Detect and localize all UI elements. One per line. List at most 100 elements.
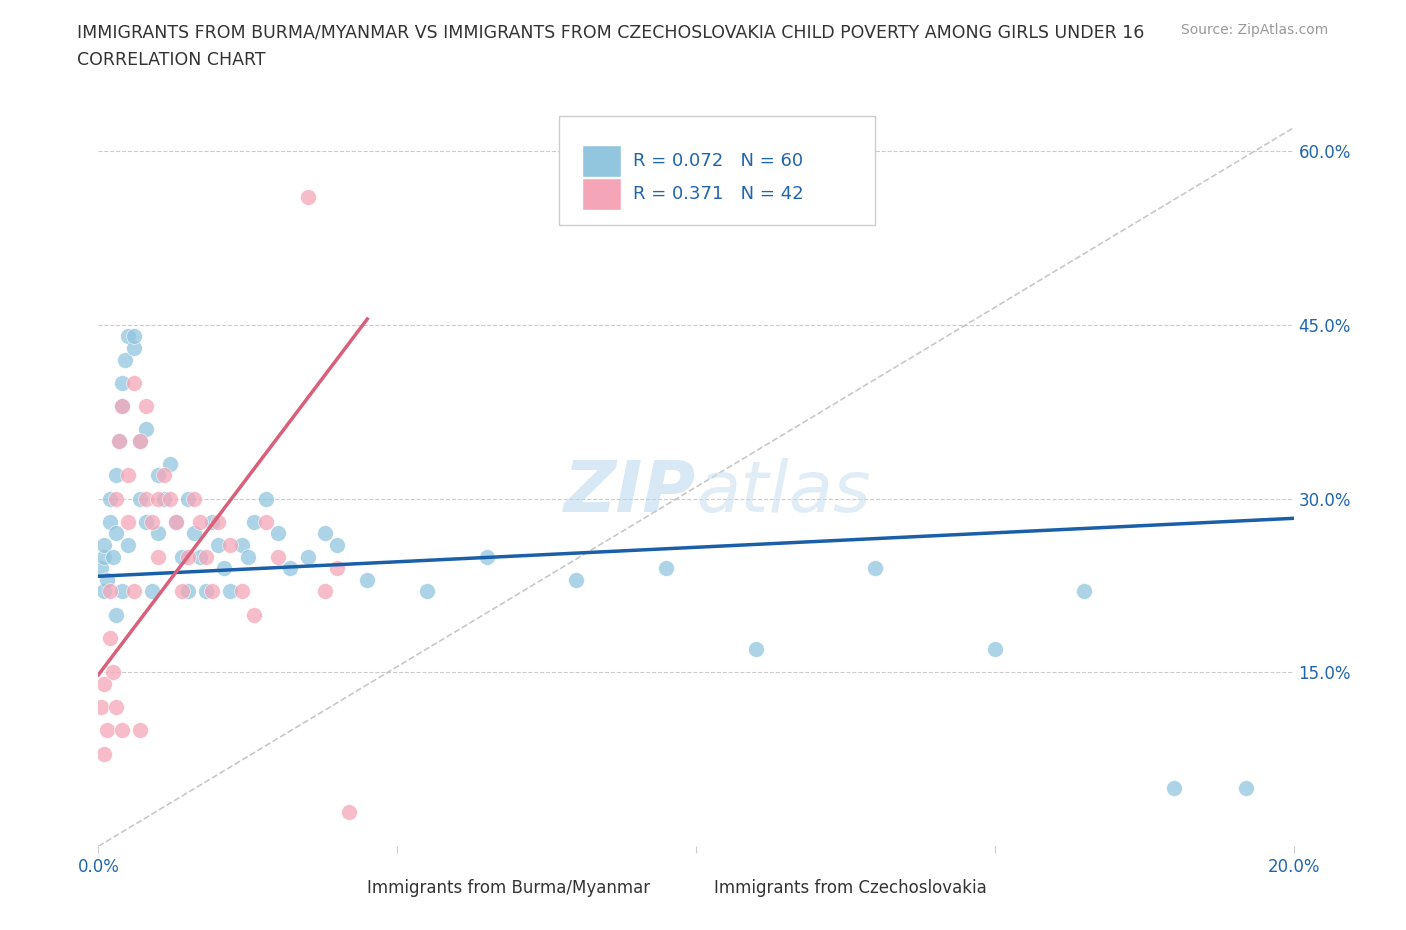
Point: [231, 584, 253, 599]
Point: [984, 642, 1007, 657]
Text: CORRELATION CHART: CORRELATION CHART: [77, 51, 266, 69]
Point: [111, 723, 134, 737]
Point: [148, 549, 170, 564]
Bar: [582, 178, 620, 209]
Point: [326, 538, 349, 552]
Point: [90, 561, 112, 576]
Point: [96, 572, 118, 587]
Point: [207, 514, 229, 529]
Point: [148, 491, 170, 506]
Bar: [326, 878, 356, 897]
Point: [183, 491, 205, 506]
Point: [165, 514, 187, 529]
Point: [129, 491, 152, 506]
Point: [745, 642, 768, 657]
Point: [98, 491, 122, 506]
Point: [111, 398, 134, 413]
Point: [148, 468, 170, 483]
Point: [195, 549, 218, 564]
Point: [111, 398, 134, 413]
Point: [278, 561, 301, 576]
Point: [236, 549, 259, 564]
Point: [135, 514, 157, 529]
Point: [267, 526, 290, 541]
Point: [93, 584, 115, 599]
Point: [865, 561, 887, 576]
Point: [93, 746, 115, 761]
Point: [124, 329, 146, 344]
Point: [93, 549, 115, 564]
Text: R = 0.371   N = 42: R = 0.371 N = 42: [633, 185, 803, 203]
Point: [267, 549, 290, 564]
Point: [231, 538, 253, 552]
Point: [153, 468, 176, 483]
Point: [105, 491, 128, 506]
Point: [108, 433, 131, 448]
Point: [1073, 584, 1095, 599]
Point: [124, 340, 146, 355]
Point: [141, 584, 163, 599]
Text: ZIP: ZIP: [564, 458, 696, 526]
Point: [148, 526, 170, 541]
Point: [105, 699, 128, 714]
Point: [219, 584, 242, 599]
Point: [103, 665, 125, 680]
Point: [105, 468, 128, 483]
Text: Source: ZipAtlas.com: Source: ZipAtlas.com: [1181, 23, 1329, 37]
Point: [356, 572, 378, 587]
Point: [177, 491, 200, 506]
Point: [177, 549, 200, 564]
Point: [297, 190, 319, 205]
Point: [90, 699, 112, 714]
Text: R = 0.072   N = 60: R = 0.072 N = 60: [633, 152, 803, 170]
Point: [207, 538, 229, 552]
Point: [111, 584, 134, 599]
Point: [565, 572, 588, 587]
Point: [1163, 781, 1185, 796]
Point: [243, 514, 266, 529]
Point: [243, 607, 266, 622]
Point: [105, 607, 128, 622]
Point: [326, 561, 349, 576]
Point: [108, 433, 131, 448]
Point: [98, 584, 122, 599]
Point: [165, 514, 187, 529]
Point: [159, 491, 181, 506]
Point: [105, 526, 128, 541]
Point: [339, 804, 361, 819]
Point: [96, 723, 118, 737]
Point: [201, 584, 224, 599]
Point: [114, 352, 136, 367]
Point: [124, 584, 146, 599]
Point: [141, 514, 163, 529]
Point: [117, 514, 139, 529]
Point: [188, 514, 211, 529]
Point: [98, 514, 122, 529]
Point: [153, 491, 176, 506]
Point: [183, 526, 205, 541]
Point: [177, 584, 200, 599]
Point: [117, 468, 139, 483]
Bar: [672, 878, 702, 897]
Point: [129, 433, 152, 448]
Point: [93, 538, 115, 552]
Point: [195, 584, 218, 599]
Point: [135, 398, 157, 413]
Point: [135, 421, 157, 436]
Point: [111, 376, 134, 391]
Point: [98, 631, 122, 645]
Point: [135, 491, 157, 506]
Point: [93, 677, 115, 692]
Point: [103, 549, 125, 564]
Point: [117, 329, 139, 344]
Point: [315, 584, 337, 599]
Point: [655, 561, 678, 576]
Point: [1234, 781, 1257, 796]
Point: [124, 376, 146, 391]
Point: [129, 433, 152, 448]
Point: [172, 584, 194, 599]
Point: [254, 514, 277, 529]
Text: atlas: atlas: [696, 458, 870, 526]
Point: [159, 457, 181, 472]
Text: Immigrants from Burma/Myanmar: Immigrants from Burma/Myanmar: [367, 879, 651, 897]
